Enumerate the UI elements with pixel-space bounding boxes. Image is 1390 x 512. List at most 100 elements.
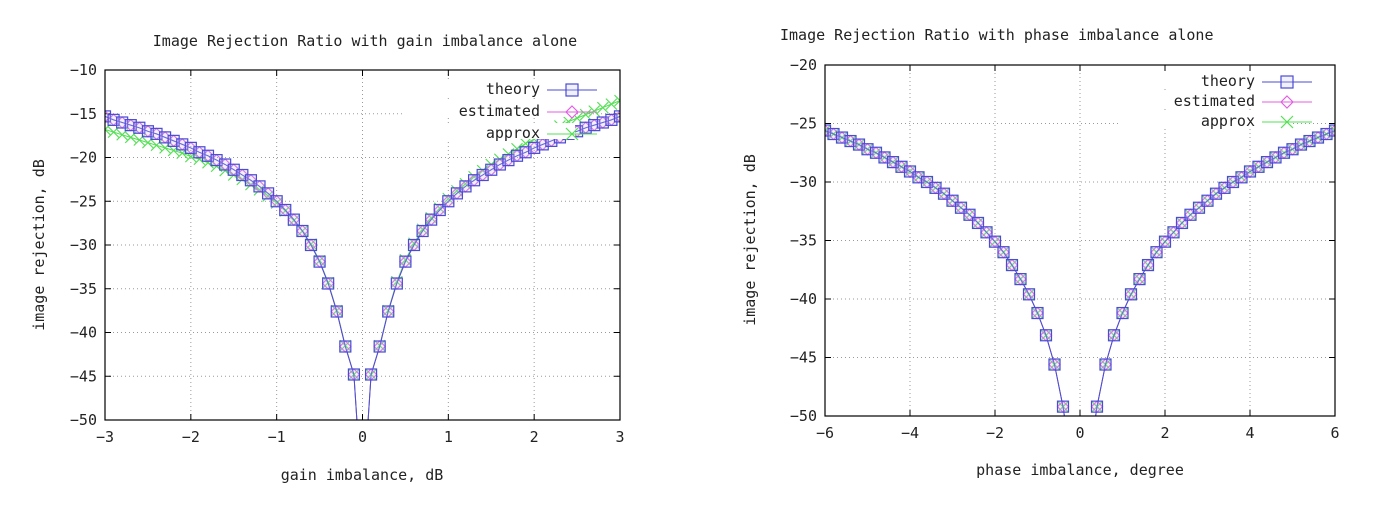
point-theory [313, 255, 326, 268]
point-theory [980, 226, 993, 239]
x-axis-label: phase imbalance, degree [976, 461, 1184, 479]
legend-marker-approx [1280, 115, 1294, 129]
point-theory [912, 171, 925, 184]
point-theory [124, 119, 137, 132]
legend-label-approx: approx [1201, 112, 1255, 130]
x-axis-label: gain imbalance, dB [281, 466, 444, 484]
point-approx [579, 108, 592, 121]
legend: theory estimated approx [405, 79, 597, 142]
point-theory [193, 146, 206, 159]
point-approx [614, 94, 620, 107]
point-theory [937, 187, 951, 200]
y-axis-label: image rejection, dB [30, 159, 48, 331]
y-axis-label: image rejection, dB [741, 154, 759, 326]
point-theory [954, 201, 968, 214]
point-theory [133, 121, 146, 134]
point-theory [1090, 400, 1104, 413]
point-theory [253, 180, 266, 193]
point-theory [1294, 138, 1308, 151]
point-theory [835, 131, 849, 144]
point-theory [1328, 124, 1335, 137]
point-theory [1184, 208, 1197, 221]
point-theory [304, 238, 318, 252]
point-theory [184, 141, 197, 154]
point-theory [167, 134, 180, 147]
point-theory [107, 113, 120, 126]
legend-marker-theory [565, 83, 579, 97]
x-tick-label: 0 [1075, 424, 1084, 442]
x-tick-label: −3 [96, 428, 114, 446]
point-theory [244, 174, 258, 187]
point-theory [1286, 143, 1299, 156]
x-tick-label: 4 [1245, 424, 1254, 442]
point-theory [459, 180, 472, 193]
point-theory [1167, 226, 1180, 239]
point-theory [1048, 358, 1061, 371]
series-line-estimated [825, 130, 1065, 416]
point-theory [287, 213, 300, 226]
series-line-theory [367, 115, 620, 420]
point-theory [201, 149, 215, 162]
point-theory [330, 305, 343, 318]
point-theory [1014, 273, 1027, 286]
chart-title: Image Rejection Ratio with phase imbalan… [780, 26, 1213, 44]
point-theory [390, 277, 403, 290]
y-tick-label: −40 [790, 290, 817, 308]
point-theory [997, 246, 1010, 259]
point-theory [579, 121, 592, 134]
point-theory [502, 154, 515, 167]
y-tick-label: −40 [70, 324, 97, 342]
series-layer [825, 124, 1335, 416]
point-theory [442, 195, 455, 208]
point-theory [1311, 131, 1325, 144]
x-tick-label: 6 [1330, 424, 1339, 442]
legend-label-theory: theory [1201, 72, 1255, 90]
y-tick-label: −45 [790, 349, 817, 367]
point-theory [1243, 165, 1257, 178]
y-tick-label: −30 [70, 236, 97, 254]
point-theory [322, 277, 335, 290]
legend-bg [1120, 111, 1290, 127]
point-theory [1116, 306, 1129, 320]
legend-label-estimated: estimated [1174, 92, 1255, 110]
point-theory [946, 194, 959, 207]
legend-bg [405, 123, 575, 139]
point-theory [450, 187, 464, 200]
point-theory [1141, 258, 1155, 272]
plot-frame [824, 64, 1336, 417]
x-tick-label: 3 [615, 428, 624, 446]
point-theory [1260, 156, 1274, 169]
chart-title: Image Rejection Ratio with gain imbalanc… [153, 32, 577, 50]
y-tick-label: −45 [70, 367, 97, 385]
point-theory [176, 138, 189, 151]
point-theory [510, 149, 524, 162]
point-theory [1277, 146, 1291, 159]
point-theory [1005, 258, 1019, 272]
x-tick-label: 2 [1160, 424, 1169, 442]
point-theory [150, 127, 163, 140]
x-tick-label: 0 [358, 428, 367, 446]
legend-label-estimated: estimated [459, 102, 540, 120]
chart-phase-imbalance: Image Rejection Ratio with phase imbalan… [741, 26, 1340, 479]
point-theory [1252, 160, 1265, 173]
y-tick-label: −35 [70, 280, 97, 298]
y-tick-label: −25 [790, 115, 817, 133]
y-tick-label: −10 [70, 61, 97, 79]
point-approx [605, 98, 618, 111]
point-theory [852, 138, 866, 151]
point-theory [895, 160, 908, 173]
legend: theory estimated approx [1120, 71, 1312, 130]
legend-bg [1120, 71, 1290, 87]
series-line-estimated [1095, 130, 1335, 416]
series-theory [825, 124, 1335, 416]
point-theory [827, 127, 840, 141]
series-line-theory [1095, 130, 1335, 416]
point-theory [141, 125, 155, 138]
point-theory [1124, 288, 1138, 301]
legend-label-approx: approx [486, 124, 540, 142]
point-theory [1133, 273, 1146, 286]
point-approx [596, 101, 609, 114]
legend-bg [1120, 91, 1290, 107]
y-tick-label: −50 [790, 407, 817, 425]
